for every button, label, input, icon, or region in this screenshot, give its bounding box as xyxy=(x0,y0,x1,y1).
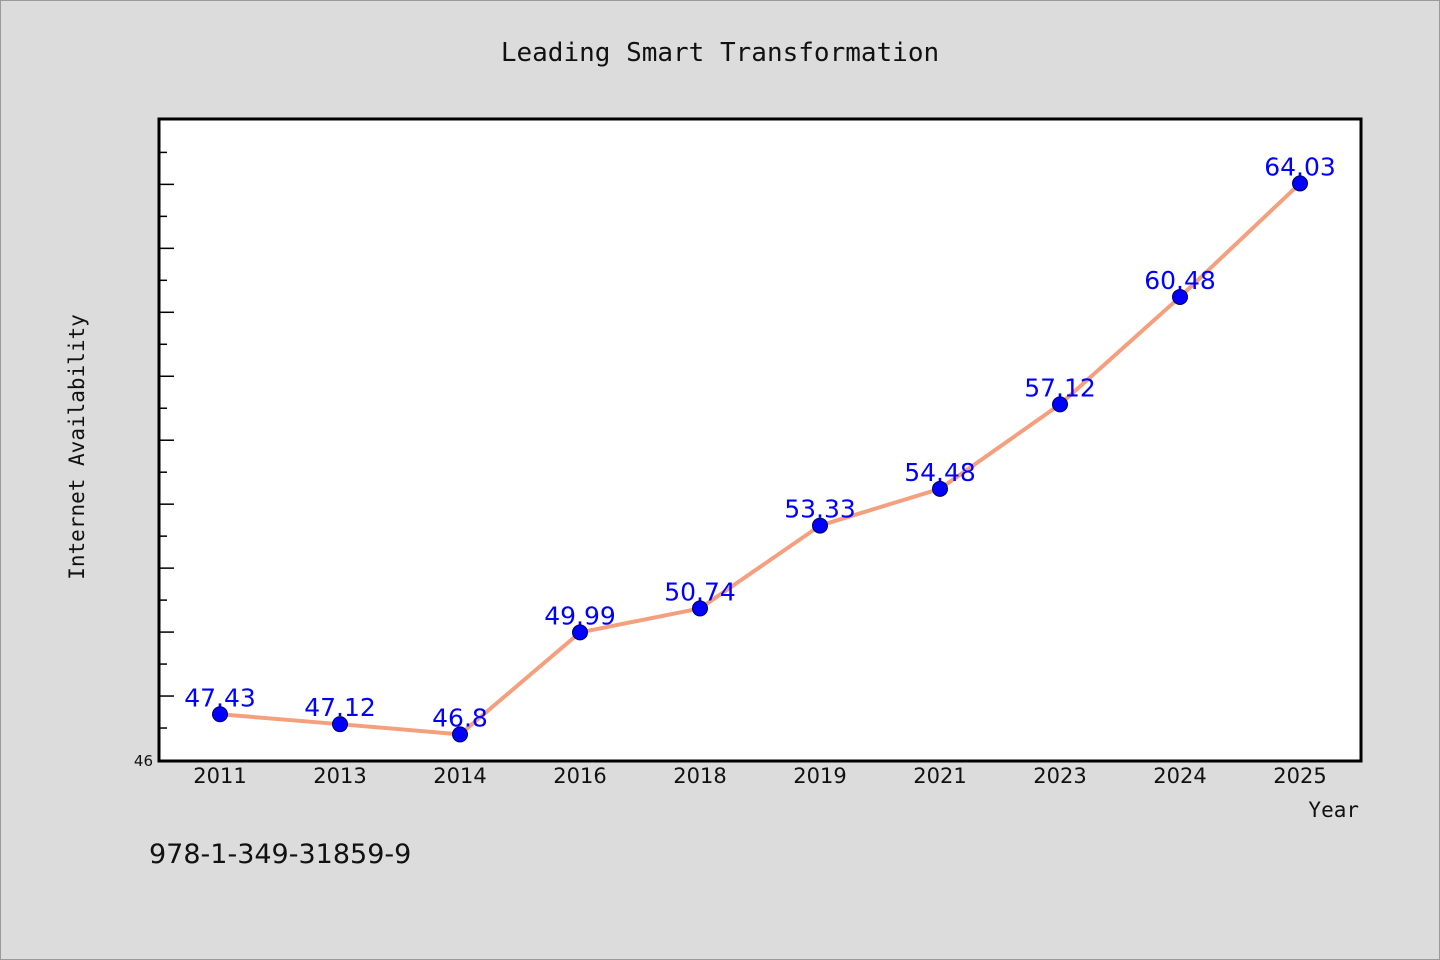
data-label: 64.03 xyxy=(1264,152,1336,181)
data-label: 54.48 xyxy=(904,458,976,487)
isbn-text: 978-1-349-31859-9 xyxy=(149,839,411,870)
data-point xyxy=(812,517,828,534)
data-point xyxy=(1052,396,1068,413)
chart-title: Leading Smart Transformation xyxy=(501,38,939,68)
data-label: 50.74 xyxy=(664,577,736,606)
data-label: 57.12 xyxy=(1024,373,1096,402)
x-tick-label: 2011 xyxy=(193,764,246,788)
series-markers xyxy=(212,175,1308,743)
data-point xyxy=(332,716,348,733)
data-label: 49.99 xyxy=(544,601,616,630)
data-point xyxy=(452,726,468,743)
data-point xyxy=(572,624,588,641)
data-point xyxy=(212,706,228,723)
y-tick-label-min: 46 xyxy=(134,752,153,770)
x-tick-label: 2018 xyxy=(673,764,726,788)
data-point xyxy=(1292,175,1308,192)
data-labels: 47.43 47.12 46.8 49.99 50.74 53.33 54.48 57.12 6… xyxy=(184,152,1336,732)
data-label: 47.12 xyxy=(304,693,376,722)
data-point xyxy=(1172,288,1188,305)
data-label: 53.33 xyxy=(784,495,856,524)
x-tick-label: 2019 xyxy=(793,764,846,788)
series-line xyxy=(218,181,1302,737)
x-tick-label: 2023 xyxy=(1033,764,1086,788)
x-axis-label: Year xyxy=(1308,798,1359,822)
data-label: 60.48 xyxy=(1144,266,1216,295)
x-tick-label: 2013 xyxy=(313,764,366,788)
x-tick-label: 2016 xyxy=(553,764,606,788)
y-axis-label: Internet Availability xyxy=(65,314,89,580)
x-tick-label: 2021 xyxy=(913,764,966,788)
data-point xyxy=(692,600,708,617)
x-tick-label: 2014 xyxy=(433,764,486,788)
x-axis-tick-labels: 2011 2013 2014 2016 2018 2019 2021 2023 2024 2025 xyxy=(193,764,1326,788)
data-point xyxy=(932,480,948,497)
plot-area xyxy=(157,117,1363,763)
data-label: 47.43 xyxy=(184,683,256,712)
data-label: 46.8 xyxy=(432,703,488,732)
x-tick-label: 2025 xyxy=(1273,764,1326,788)
x-tick-label: 2024 xyxy=(1153,764,1206,788)
y-axis-ticks xyxy=(160,151,174,729)
